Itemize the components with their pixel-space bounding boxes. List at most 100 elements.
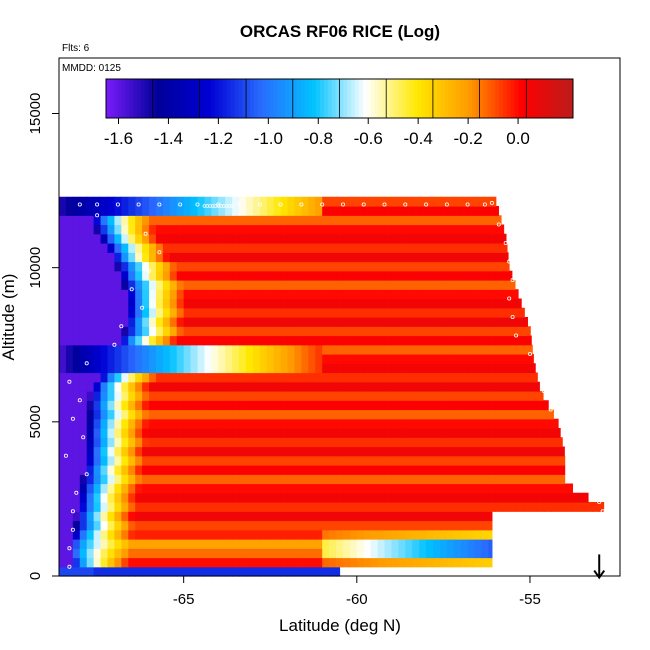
heatmap-cell	[412, 502, 420, 512]
heatmap-cell	[93, 381, 102, 392]
colorbar-segment	[113, 79, 119, 118]
heatmap-cell	[252, 474, 261, 485]
heatmap-cell	[176, 326, 185, 337]
heatmap-cell	[446, 224, 455, 235]
heatmap-cell	[370, 520, 379, 531]
heatmap-cell	[336, 566, 341, 577]
heatmap-cell	[79, 344, 88, 355]
heatmap-cell	[59, 372, 67, 383]
heatmap-cell	[239, 409, 247, 420]
heatmap-cell	[412, 548, 420, 559]
heatmap-cell	[135, 511, 143, 522]
track-marker	[576, 481, 581, 486]
heatmap-cell	[474, 252, 483, 263]
heatmap-cell	[232, 418, 240, 429]
heatmap-cell	[183, 307, 192, 318]
heatmap-cell	[86, 529, 95, 540]
heatmap-cell	[391, 215, 399, 226]
heatmap-cell	[232, 206, 240, 216]
heatmap-cell	[294, 409, 303, 420]
heatmap-cell	[349, 391, 358, 401]
heatmap-cell	[211, 465, 219, 475]
heatmap-cell	[169, 196, 178, 207]
heatmap-cell	[509, 289, 517, 300]
heatmap-cell	[107, 437, 116, 448]
heatmap-cell	[246, 483, 254, 494]
heatmap-cell	[536, 465, 545, 475]
heatmap-cell	[377, 428, 386, 438]
heatmap-cell	[72, 335, 81, 346]
heatmap-cell	[246, 196, 254, 207]
heatmap-cell	[398, 298, 406, 309]
heatmap-cell	[336, 474, 344, 485]
heatmap-cell	[259, 400, 268, 411]
heatmap-cell	[329, 326, 337, 337]
heatmap-cell	[211, 252, 219, 263]
heatmap-cell	[405, 391, 413, 401]
heatmap-cell	[142, 539, 150, 549]
heatmap-cell	[100, 307, 109, 318]
heatmap-cell	[149, 539, 157, 549]
heatmap-cell	[329, 344, 337, 355]
heatmap-cell	[342, 520, 351, 531]
heatmap-cell	[93, 280, 102, 290]
heatmap-cell	[183, 206, 192, 216]
heatmap-cell	[59, 280, 67, 290]
heatmap-cell	[315, 520, 323, 531]
track-marker	[140, 305, 145, 310]
heatmap-cell	[529, 400, 538, 411]
heatmap-cell	[301, 529, 309, 540]
heatmap-cell	[252, 261, 261, 272]
heatmap-cell	[315, 400, 323, 411]
heatmap-cell	[308, 400, 316, 411]
heatmap-cell	[460, 215, 469, 226]
heatmap-cell	[488, 520, 493, 531]
heatmap-cell	[93, 261, 102, 272]
heatmap-cell	[93, 409, 102, 420]
heatmap-cell	[149, 492, 157, 503]
heatmap-cell	[273, 354, 282, 364]
heatmap-cell	[128, 492, 136, 503]
heatmap-cell	[419, 539, 427, 549]
heatmap-cell	[363, 270, 372, 281]
heatmap-cell	[197, 344, 206, 355]
heatmap-cell	[370, 289, 379, 300]
heatmap-cell	[155, 280, 164, 290]
heatmap-cell	[100, 511, 109, 522]
heatmap-cell	[218, 446, 226, 457]
heatmap-cell	[86, 344, 95, 355]
heatmap-cell	[93, 437, 102, 448]
heatmap-cell	[211, 289, 219, 300]
heatmap-cell	[370, 548, 379, 559]
heatmap-cell	[149, 335, 157, 346]
heatmap-cell	[377, 326, 386, 337]
heatmap-cell	[495, 307, 503, 318]
heatmap-cell	[412, 224, 420, 235]
heatmap-cell	[59, 326, 67, 337]
heatmap-cell	[433, 252, 441, 263]
colorbar-segment	[148, 79, 154, 118]
heatmap-cell	[155, 372, 164, 383]
heatmap-cell	[86, 492, 95, 503]
heatmap-cell	[377, 391, 386, 401]
heatmap-cell	[370, 354, 379, 364]
heatmap-cell	[266, 483, 275, 494]
heatmap-cell	[169, 372, 178, 383]
colorbar-segment	[218, 79, 224, 118]
heatmap-cell	[398, 400, 406, 411]
heatmap-cell	[266, 381, 275, 392]
heatmap-cell	[356, 289, 365, 300]
heatmap-cell	[529, 354, 534, 364]
colorbar-segment	[549, 79, 555, 118]
heatmap-cell	[287, 502, 296, 512]
heatmap-cell	[502, 243, 508, 253]
heatmap-cell	[294, 261, 303, 272]
heatmap-cell	[65, 400, 74, 411]
colorbar-segment	[261, 79, 267, 118]
heatmap-cell	[135, 233, 143, 244]
heatmap-cell	[474, 428, 483, 438]
heatmap-cell	[107, 372, 116, 383]
heatmap-cell	[246, 511, 254, 522]
heatmap-cell	[211, 280, 219, 290]
heatmap-cell	[301, 335, 309, 346]
